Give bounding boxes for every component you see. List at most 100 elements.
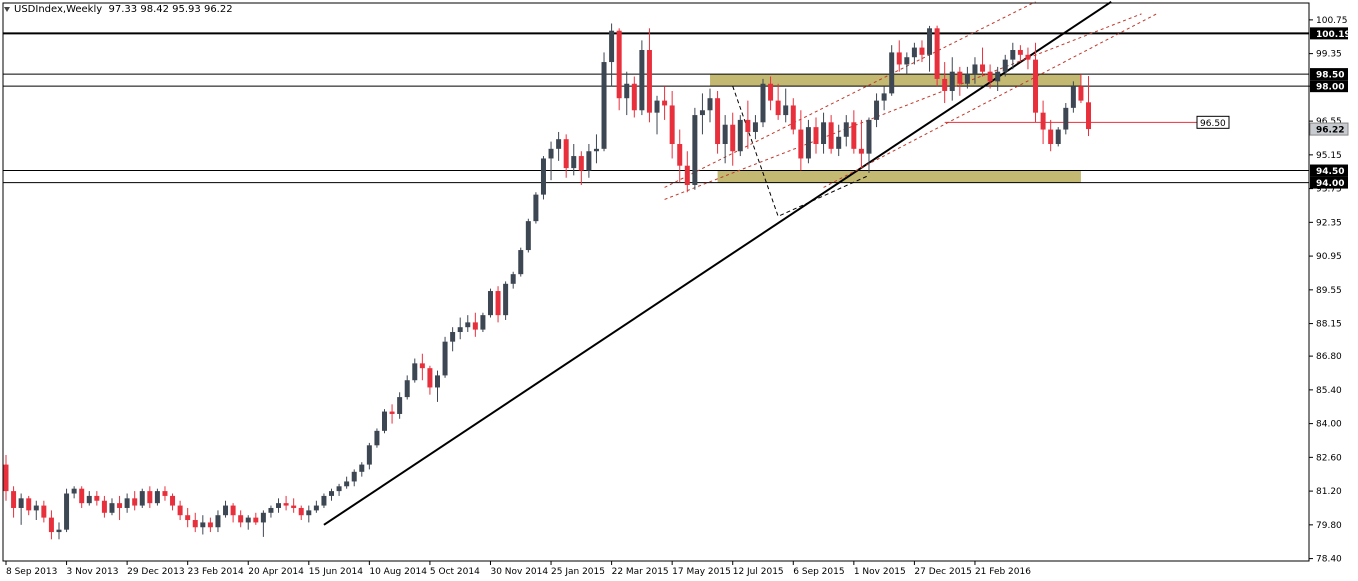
candle-body [389,411,395,414]
candle-body [48,517,54,533]
candle-body [412,363,418,381]
level-label: 98.50 [1316,71,1344,81]
x-tick-label: 23 Feb 2014 [188,567,244,577]
candle-body [1055,129,1061,145]
y-tick-label: 85.40 [1316,386,1342,396]
candle-body [450,332,456,342]
target-label-box [1196,115,1230,129]
candle-body [11,491,17,508]
candle-body [86,495,92,504]
y-tick-label: 84.00 [1316,420,1342,430]
x-tick-label: 30 Nov 2014 [490,567,548,577]
level-label: 96.22 [1316,126,1344,136]
candle-body [291,505,297,508]
x-tick-label: 29 Dec 2013 [127,567,184,577]
collapse-triangle-icon[interactable] [4,6,10,12]
candle-body [33,505,39,511]
candle-body [154,491,160,504]
candle-body [260,512,266,523]
candle-body [828,122,834,149]
candle-body [26,498,32,511]
channel-line [823,13,1157,188]
candle-body [344,481,350,487]
candle-body [518,250,524,275]
candle-body [548,148,554,159]
candle-body [578,156,584,171]
candle-body [768,83,774,101]
candle-body [881,93,887,101]
candle-body [427,368,433,388]
candle-body [170,495,176,506]
symbol-label: USDIndex,Weekly [14,4,103,15]
candle-body [215,515,221,528]
target-label: 96.50 [1200,119,1226,129]
candle-body [843,122,849,137]
level-label: 100.19 [1316,30,1351,40]
candle-body [1078,86,1084,101]
y-tick-label: 82.60 [1316,453,1342,463]
channel-line [664,13,1142,200]
candle-body [253,517,259,523]
candle-body [1040,112,1046,130]
time-axis: 8 Sep 2013 3 Nov 2013 29 Dec 2013 23 Feb 20… [5,561,1031,577]
y-tick-label: 81.20 [1316,487,1342,497]
candle-body [586,151,592,171]
x-tick-label: 5 Oct 2014 [430,567,480,577]
candle-body [238,515,244,523]
candle-body [927,28,933,55]
candle-body [1086,102,1092,130]
level-label-box [1310,80,1348,93]
channel-line [664,1,1036,188]
candle-body [487,291,493,316]
candle-body [609,30,615,63]
candle-body [313,505,319,511]
y-tick-label: 100.75 [1316,16,1348,26]
candle-body [851,122,857,149]
chart-header: USDIndex,Weekly 97.33 98.42 95.93 96.22 [4,4,233,15]
candle-body [1063,107,1069,130]
level-label-box [1310,176,1348,189]
candle-body [904,57,910,65]
candle-body [404,380,410,398]
candle-body [109,503,115,513]
y-tick-label: 88.15 [1316,320,1342,330]
x-tick-label: 8 Sep 2013 [6,567,57,577]
y-tick-label: 92.35 [1316,218,1342,228]
candle-body [980,64,986,72]
candle-body [79,488,85,504]
candle-body [185,515,191,521]
candle-body [283,503,289,506]
candle-body [525,221,531,251]
candle-body [563,139,569,169]
candle-body [889,52,895,94]
candle-body [397,397,403,414]
candle-body [41,505,47,518]
candle-body [798,129,804,159]
candle-body [752,122,758,132]
candle-body [56,529,62,533]
candle-body [533,194,539,222]
candle-body [336,486,342,492]
candle-body [276,503,282,508]
candle-body [601,62,607,149]
candle-body [790,105,796,130]
candle-body [374,430,380,446]
candle-body [329,491,335,496]
ohlc-readout: 97.33 98.42 95.93 96.22 [108,4,233,15]
candle-body [495,291,501,316]
candle-body [911,47,917,58]
candle-body [132,498,138,506]
candle-body [646,50,652,113]
candle-body [745,119,751,132]
candle-body [1010,50,1016,60]
candle-body [631,83,637,111]
candle-body [707,98,713,111]
candle-body [124,498,130,508]
candle-body [957,71,963,84]
candle-body [230,505,236,516]
candle-body [692,115,698,185]
candle-body [639,50,645,111]
supply-demand-zones [710,74,1081,183]
candle-body [442,341,448,376]
